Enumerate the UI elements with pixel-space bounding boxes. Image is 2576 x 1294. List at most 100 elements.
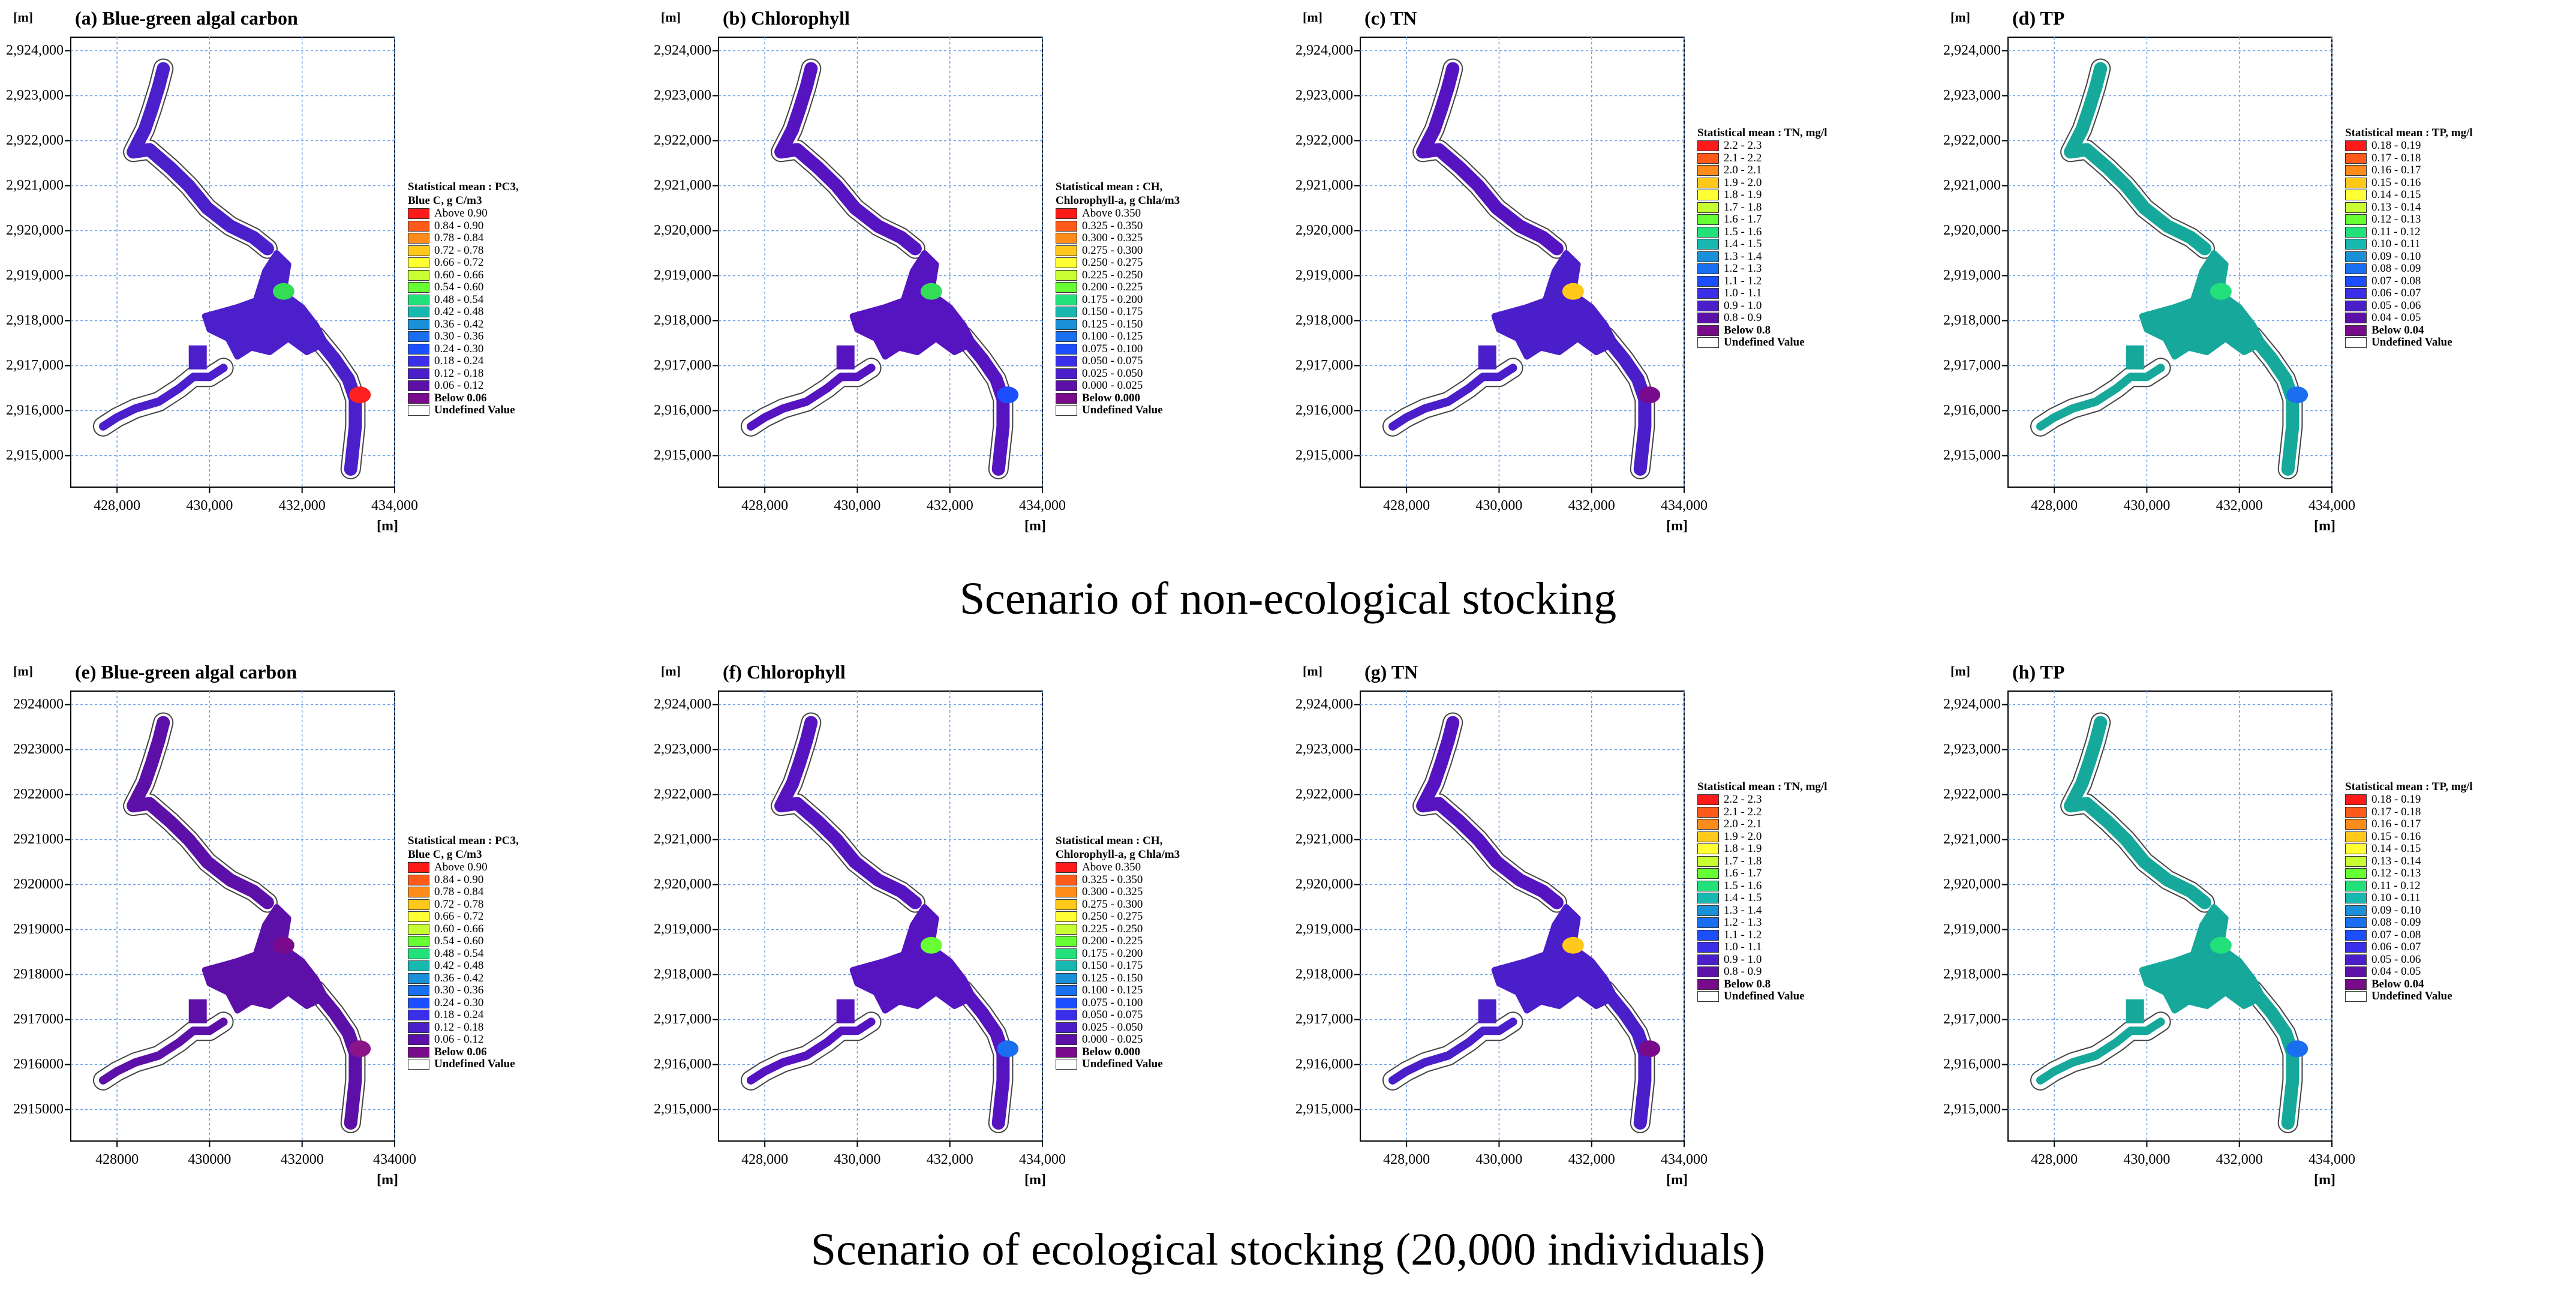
panel-title: (f) Chlorophyll xyxy=(723,661,846,683)
legend-swatch xyxy=(1056,294,1077,305)
x-tick-label: 430,000 xyxy=(2123,498,2171,514)
legend-swatch xyxy=(1056,331,1077,343)
legend-entry: 0.10 - 0.11 xyxy=(2345,891,2473,905)
legend-label: Below 0.000 xyxy=(1082,1045,1141,1058)
legend-swatch xyxy=(408,208,429,220)
legend-entry: Below 0.000 xyxy=(1056,392,1180,405)
y-tick-label: 2,924,000 xyxy=(654,42,711,58)
legend-label: 0.09 - 0.10 xyxy=(2371,903,2421,917)
legend-entry: 0.14 - 0.15 xyxy=(2345,842,2473,855)
legend-swatch xyxy=(2345,325,2367,336)
legend-entry: 0.04 - 0.05 xyxy=(2345,965,2473,978)
legend-label: Below 0.04 xyxy=(2371,323,2424,337)
legend-label: 1.3 - 1.4 xyxy=(1724,250,1762,263)
legend-entry: 0.07 - 0.08 xyxy=(2345,929,2473,942)
legend-label: 1.6 - 1.7 xyxy=(1724,867,1762,880)
x-tick-label: 434,000 xyxy=(1661,1152,1708,1167)
x-tick-label: 430000 xyxy=(188,1152,232,1167)
southwest-arm-water xyxy=(2036,364,2165,431)
y-tick-label: 2,919,000 xyxy=(6,267,64,283)
legend-entry: 0.07 - 0.08 xyxy=(2345,275,2473,288)
legend-swatch xyxy=(2345,190,2367,201)
y-tick-label: 2,922,000 xyxy=(654,132,711,148)
y-tick-label: 2923000 xyxy=(13,741,64,757)
y-unit-label: [m] xyxy=(1950,10,1970,25)
y-tick-label: 2,918,000 xyxy=(1295,312,1353,328)
legend-swatch xyxy=(2345,831,2367,842)
legend-entry: 0.09 - 0.10 xyxy=(2345,250,2473,263)
x-tick-label: 430,000 xyxy=(834,1152,881,1167)
y-tick-label: 2,917,000 xyxy=(1295,357,1353,373)
legend-swatch xyxy=(2345,978,2367,990)
legend-label: 1.4 - 1.5 xyxy=(1724,238,1762,251)
legend-swatch xyxy=(1056,1046,1077,1058)
y-tick-label: 2,917,000 xyxy=(1295,1011,1353,1027)
basin-branch xyxy=(2126,999,2144,1023)
concentration-spot xyxy=(272,283,294,300)
legend-label: Undefined Value xyxy=(1082,1058,1163,1071)
basin-branch xyxy=(1478,999,1496,1023)
y-tick-label: 2,919,000 xyxy=(654,267,711,283)
x-tick-label: 430,000 xyxy=(186,498,233,514)
legend-entry: 2.1 - 2.2 xyxy=(1697,806,1827,819)
legend-label: Below 0.8 xyxy=(1724,977,1771,990)
legend-label: 0.125 - 0.150 xyxy=(1082,317,1143,331)
legend-label: 0.100 - 0.125 xyxy=(1082,984,1143,997)
southeast-arm-water xyxy=(1598,983,1652,1130)
legend: Statistical mean : TN, mg/l 2.2 - 2.3 2.1 … xyxy=(1697,126,1827,349)
x-tick-label: 432,000 xyxy=(926,498,973,514)
legend-label: 0.42 - 0.48 xyxy=(434,959,484,972)
y-tick-label: 2,924,000 xyxy=(1295,42,1353,58)
legend-title: Chlorophyll-a, g Chla/m3 xyxy=(1056,848,1180,861)
main-basin-water xyxy=(2139,250,2266,360)
y-unit-label: [m] xyxy=(13,10,33,25)
concentration-spot xyxy=(349,386,371,404)
legend-swatch xyxy=(1697,966,1719,978)
basin-branch xyxy=(836,999,855,1023)
legend-entry: 0.325 - 0.350 xyxy=(1056,220,1180,233)
y-tick-label: 2,923,000 xyxy=(1295,741,1353,757)
concentration-spot xyxy=(1562,936,1584,954)
legend-label: Below 0.06 xyxy=(434,1045,487,1058)
legend-label: Undefined Value xyxy=(2371,336,2452,349)
legend-swatch xyxy=(408,220,429,232)
legend-entry: 0.78 - 0.84 xyxy=(408,885,519,899)
legend-entry: 0.06 - 0.07 xyxy=(2345,287,2473,300)
legend-label: 0.11 - 0.12 xyxy=(2371,225,2421,238)
legend-swatch xyxy=(1697,313,1719,324)
legend-label: 1.5 - 1.6 xyxy=(1724,225,1762,238)
legend-label: 0.84 - 0.90 xyxy=(434,873,484,886)
legend-entry: 1.1 - 1.2 xyxy=(1697,275,1827,288)
legend-label: Undefined Value xyxy=(434,1058,515,1071)
x-tick-label: 434,000 xyxy=(371,498,418,514)
legend-swatch xyxy=(2345,288,2367,299)
legend-swatch xyxy=(2345,214,2367,226)
southwest-arm-water xyxy=(99,1017,228,1085)
concentration-spot xyxy=(997,1040,1019,1058)
legend-entry: 0.16 - 0.17 xyxy=(2345,818,2473,831)
legend-entry: 0.12 - 0.13 xyxy=(2345,213,2473,226)
y-tick-label: 2,918,000 xyxy=(654,966,711,982)
legend-entry: 0.125 - 0.150 xyxy=(1056,317,1180,331)
legend-swatch xyxy=(408,911,429,923)
legend-entry: 0.18 - 0.19 xyxy=(2345,139,2473,152)
legend-entry: 0.18 - 0.24 xyxy=(408,1008,519,1022)
legend-swatch xyxy=(1697,978,1719,990)
y-unit-label: [m] xyxy=(1950,663,1970,678)
legend-swatch xyxy=(408,997,429,1008)
legend-swatch xyxy=(408,960,429,972)
legend-entry: 1.4 - 1.5 xyxy=(1697,891,1827,905)
upper-river-water xyxy=(127,62,274,256)
legend-title: Blue C, g C/m3 xyxy=(408,194,482,207)
legend-entry: 0.42 - 0.48 xyxy=(408,305,519,319)
legend-entry: 1.0 - 1.1 xyxy=(1697,287,1827,300)
y-tick-label: 2,919,000 xyxy=(654,921,711,937)
legend-entry: 0.66 - 0.72 xyxy=(408,910,519,923)
legend-entry: 0.78 - 0.84 xyxy=(408,232,519,245)
legend-swatch xyxy=(2345,880,2367,891)
y-tick-label: 2,915,000 xyxy=(1295,447,1353,463)
y-tick-label: 2916000 xyxy=(13,1056,64,1072)
y-tick-label: 2,918,000 xyxy=(1943,966,2001,982)
legend-swatch xyxy=(1056,343,1077,355)
legend-entry: 0.30 - 0.36 xyxy=(408,984,519,997)
